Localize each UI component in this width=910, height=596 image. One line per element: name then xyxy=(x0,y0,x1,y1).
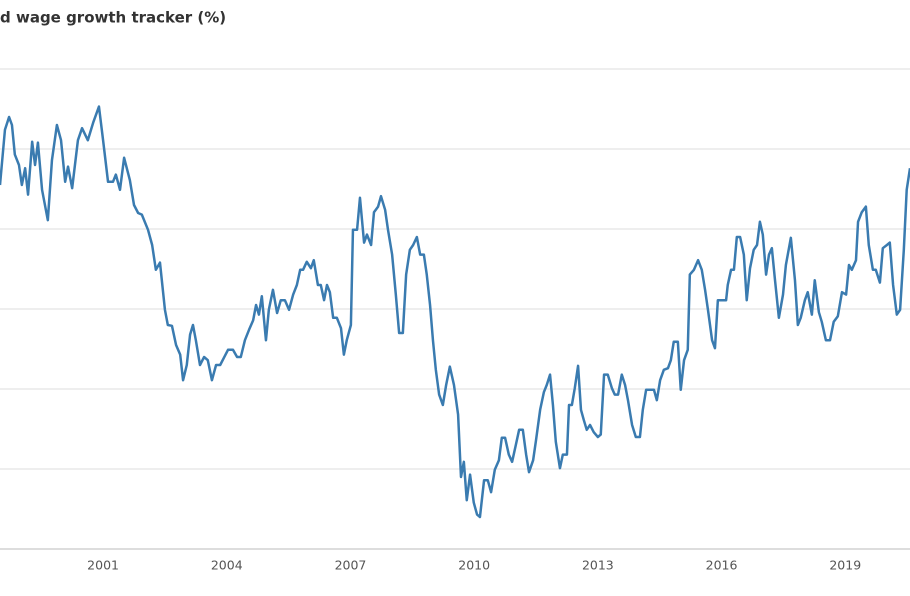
x-tick-label: 2019 xyxy=(829,558,861,573)
x-tick-label: 2004 xyxy=(211,558,243,573)
x-tick-label: 2016 xyxy=(706,558,738,573)
x-tick-label: 2007 xyxy=(335,558,367,573)
x-tick-label: 2010 xyxy=(458,558,490,573)
line-series xyxy=(0,105,910,519)
x-tick-label: 2013 xyxy=(582,558,614,573)
x-tick-label: 2001 xyxy=(87,558,119,573)
chart-title: d wage growth tracker (%) xyxy=(0,9,226,27)
